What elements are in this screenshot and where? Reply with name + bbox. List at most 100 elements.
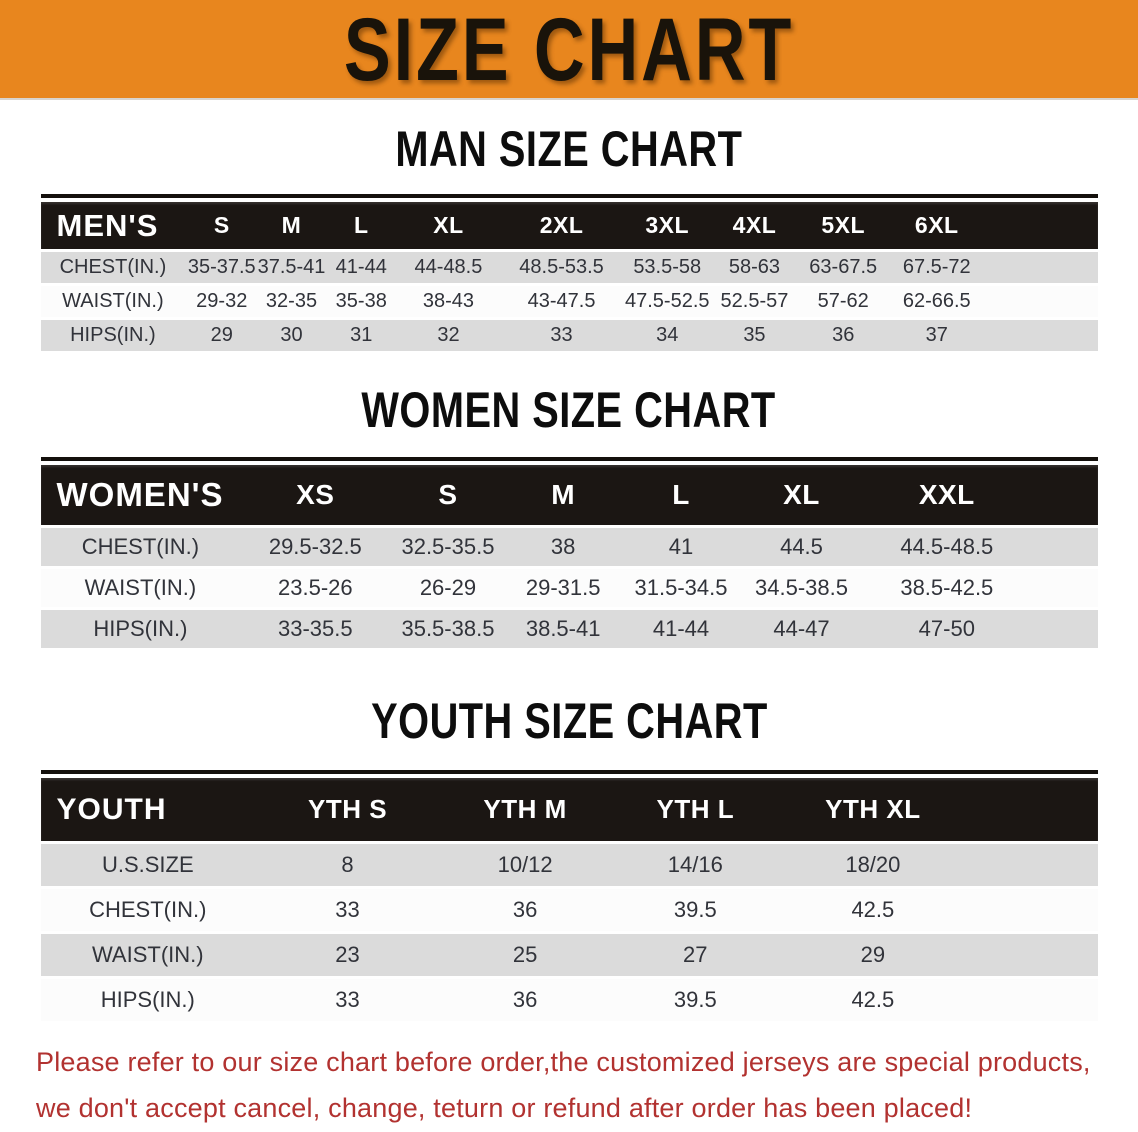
column-header: 3XL	[645, 212, 690, 238]
table-cell: 35-37.5	[187, 256, 256, 278]
table-cell: 48.5-53.5	[519, 256, 604, 278]
column-header: 2XL	[539, 212, 584, 238]
table-cell: 38.5-41	[525, 616, 601, 641]
table-cell: 57-62	[817, 290, 869, 312]
table-cell: 44.5	[780, 534, 823, 559]
table-cell: 52.5-57	[720, 290, 789, 312]
table-cell: 25	[512, 942, 538, 967]
spacer-cell	[985, 202, 1097, 249]
size-chart-banner: SIZE CHART	[0, 0, 1138, 100]
table-cell: 29-32	[196, 290, 248, 312]
table-cell: 10/12	[497, 852, 553, 877]
table-cell: 42.5	[851, 897, 895, 922]
row-label: U.S.SIZE	[101, 852, 194, 877]
spacer-cell	[965, 934, 1097, 976]
table-cell: 8	[341, 852, 354, 877]
table-row: CHEST(IN.) 29.5-32.5 32.5-35.5 38 41 44.5 44.5…	[40, 528, 1098, 566]
table-row: WAIST(IN.) 23.5-26 26-29 29-31.5 31.5-34.5 34…	[40, 569, 1098, 607]
banner-title: SIZE CHART	[343, 0, 795, 99]
spacer-cell	[1032, 569, 1098, 607]
table-cell: 30	[280, 324, 303, 346]
table-header-row: WOMEN'S XS S M L XL XXL	[40, 465, 1098, 525]
table-cell: 29	[860, 942, 886, 967]
table-cell: 33-35.5	[278, 616, 353, 641]
women-size-table: WOMEN'S XS S M L XL XXL CHEST(IN.) 29.5-32.5 32.5…	[40, 457, 1098, 648]
table-cell: 33	[335, 897, 360, 922]
column-header: XL	[783, 479, 820, 510]
table-cell: 32	[437, 324, 460, 346]
table-cell: 47-50	[918, 616, 975, 641]
column-header: M	[281, 212, 302, 238]
table-cell: 31	[350, 324, 373, 346]
disclaimer-line-1: Please refer to our size chart before or…	[36, 1047, 1091, 1077]
column-header: 4XL	[732, 212, 777, 238]
spacer-cell	[965, 778, 1097, 841]
spacer-cell	[1032, 610, 1098, 648]
youth-size-table: YOUTH YTH S YTH M YTH L YTH XL U.S.SIZE 8 10/12…	[40, 770, 1098, 1021]
table-cell: 14/16	[667, 852, 723, 877]
column-header: S	[438, 479, 458, 510]
disclaimer-line-2: we don't accept cancel, change, teturn o…	[36, 1093, 973, 1123]
table-cell: 27	[683, 942, 708, 967]
table-cell: 41-44	[652, 616, 710, 641]
table-row: CHEST(IN.) 33 36 39.5 42.5	[40, 889, 1098, 931]
table-cell: 37.5-41	[258, 256, 325, 278]
column-header: L	[353, 212, 369, 238]
table-cell: 38.5-42.5	[900, 575, 994, 600]
table-cell: 33	[335, 987, 360, 1012]
row-label: HIPS(IN.)	[93, 616, 188, 641]
youth-size-chart-heading-text: YOUTH SIZE CHART	[370, 692, 768, 750]
table-cell: 29	[210, 324, 233, 346]
table-cell: 44-47	[773, 616, 830, 641]
row-label: CHEST(IN.)	[89, 897, 207, 922]
row-label: CHEST(IN.)	[59, 256, 167, 278]
column-header: XL	[433, 212, 464, 238]
column-header: YTH XL	[825, 794, 921, 824]
table-cell: 33	[550, 324, 573, 346]
table-header-row: YOUTH YTH S YTH M YTH L YTH XL	[40, 778, 1098, 841]
column-header: YTH L	[656, 794, 735, 824]
spacer-cell	[965, 889, 1097, 931]
table-cell: 39.5	[673, 987, 717, 1012]
spacer-cell	[985, 286, 1097, 317]
column-header: 5XL	[821, 212, 866, 238]
table-cell: 63-67.5	[809, 256, 878, 278]
table-cell: 43-47.5	[527, 290, 596, 312]
man-size-chart-section: MAN SIZE CHART MEN'S S M L XL 2XL 3XL 4XL 5XL 6XL…	[0, 121, 1138, 351]
column-header: XS	[296, 479, 335, 510]
table-cell: 34	[656, 324, 679, 346]
spacer-cell	[965, 844, 1097, 886]
spacer-cell	[1032, 465, 1098, 525]
column-header: YTH S	[308, 794, 388, 824]
women-size-chart-heading: WOMEN SIZE CHART	[0, 382, 1138, 438]
column-header: S	[213, 212, 230, 238]
table-cell: 34.5-38.5	[755, 575, 848, 600]
row-label: HIPS(IN.)	[70, 324, 156, 346]
column-header: L	[672, 479, 690, 510]
table-cell: 23	[335, 942, 360, 967]
spacer-cell	[1032, 528, 1098, 566]
table-cell: 39.5	[673, 897, 717, 922]
youth-size-chart-section: YOUTH SIZE CHART YOUTH YTH S YTH M YTH L YTH…	[0, 693, 1138, 1021]
column-header: YTH M	[483, 794, 567, 824]
column-header: 6XL	[914, 212, 959, 238]
table-cell: 32-35	[265, 290, 318, 312]
table-row: HIPS(IN.) 29 30 31 32 33 34 35 36 37	[40, 320, 1098, 351]
disclaimer-text: Please refer to our size chart before or…	[0, 1039, 1138, 1131]
column-header: M	[551, 479, 576, 510]
table-row: WAIST(IN.) 29-32 32-35 35-38 38-43 43-47.5 47.…	[40, 286, 1098, 317]
table-cell: 47.5-52.5	[624, 290, 710, 312]
table-cell: 23.5-26	[278, 575, 353, 600]
table-cell: 32.5-35.5	[401, 534, 495, 559]
spacer-cell	[985, 320, 1097, 351]
table-cell: 41-44	[335, 256, 387, 278]
table-cell: 44-48.5	[414, 256, 483, 278]
table-cell: 26-29	[419, 575, 477, 600]
table-cell: 44.5-48.5	[900, 534, 994, 559]
table-cell: 67.5-72	[902, 256, 971, 278]
table-cell: 42.5	[851, 987, 895, 1012]
table-cell: 36	[832, 324, 855, 346]
table-cell: 36	[512, 897, 538, 922]
table-title-cell: MEN'S	[56, 207, 159, 243]
